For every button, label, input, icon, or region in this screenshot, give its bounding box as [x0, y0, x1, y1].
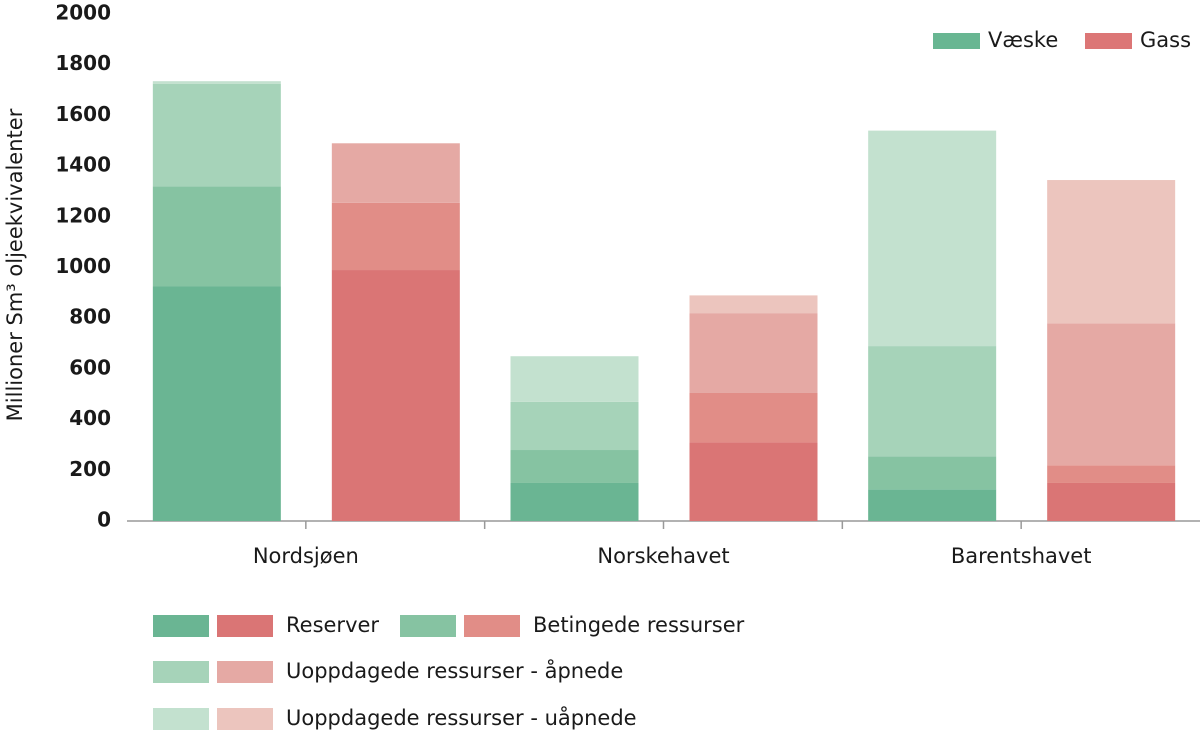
- bar-segment: [868, 456, 997, 490]
- x-tick-label: Barentshavet: [951, 544, 1092, 568]
- bar-segment: [868, 489, 997, 521]
- y-tick-label: 1000: [55, 254, 111, 278]
- y-tick-label: 1600: [55, 102, 111, 126]
- legend-swatch: [153, 661, 209, 683]
- bar-segment: [510, 450, 639, 483]
- legend-swatch: [1085, 33, 1132, 49]
- legend-swatch: [217, 708, 273, 730]
- legend-label: Betingede ressurser: [533, 613, 745, 637]
- bar-segment: [331, 143, 460, 203]
- x-tick-label: Norskehavet: [597, 544, 729, 568]
- legend-label: Uoppdagede ressurser - åpnede: [286, 658, 623, 683]
- legend-label: Uoppdagede ressurser - uåpnede: [286, 705, 637, 730]
- bar-segment: [510, 482, 639, 521]
- bar-segment: [152, 81, 281, 84]
- bar-segment: [152, 186, 281, 287]
- x-tick-label: Nordsjøen: [253, 544, 359, 568]
- legend-label: Væske: [988, 28, 1058, 52]
- y-tick-label: 400: [69, 406, 111, 430]
- bar-segment: [510, 401, 639, 451]
- y-tick-label: 600: [69, 355, 111, 379]
- legend-swatch: [217, 661, 273, 683]
- legend-label: Reserver: [286, 613, 379, 637]
- bar-segment: [331, 202, 460, 271]
- bar-segment: [868, 346, 997, 457]
- bar-segment: [152, 286, 281, 521]
- bar-segment: [689, 442, 818, 521]
- y-tick-label: 0: [97, 508, 111, 532]
- bar-segment: [689, 392, 818, 443]
- bar-segment: [1047, 323, 1176, 466]
- bar-segment: [689, 295, 818, 314]
- legend-swatch: [933, 33, 980, 49]
- legend-swatch: [464, 615, 520, 637]
- bar-segment: [331, 270, 460, 521]
- legend-swatch: [153, 615, 209, 637]
- bar-segment: [689, 313, 818, 393]
- legend-label: Gass: [1140, 28, 1191, 52]
- y-tick-label: 800: [69, 305, 111, 329]
- y-tick-label: 2000: [55, 1, 111, 25]
- y-tick-label: 1400: [55, 153, 111, 177]
- y-tick-label: 1200: [55, 203, 111, 227]
- y-axis-label: Millioner Sm³ oljeekvivalenter: [3, 108, 27, 421]
- legend-swatch: [153, 708, 209, 730]
- bar-segment: [868, 130, 997, 347]
- bar-segment: [510, 356, 639, 402]
- bar-segment: [1047, 465, 1176, 483]
- y-tick-label: 200: [69, 457, 111, 481]
- bar-segment: [1047, 482, 1176, 521]
- legend-swatch: [400, 615, 456, 637]
- bar-segment: [1047, 180, 1176, 324]
- y-tick-label: 1800: [55, 51, 111, 75]
- legend-swatch: [217, 615, 273, 637]
- bar-segment: [152, 83, 281, 187]
